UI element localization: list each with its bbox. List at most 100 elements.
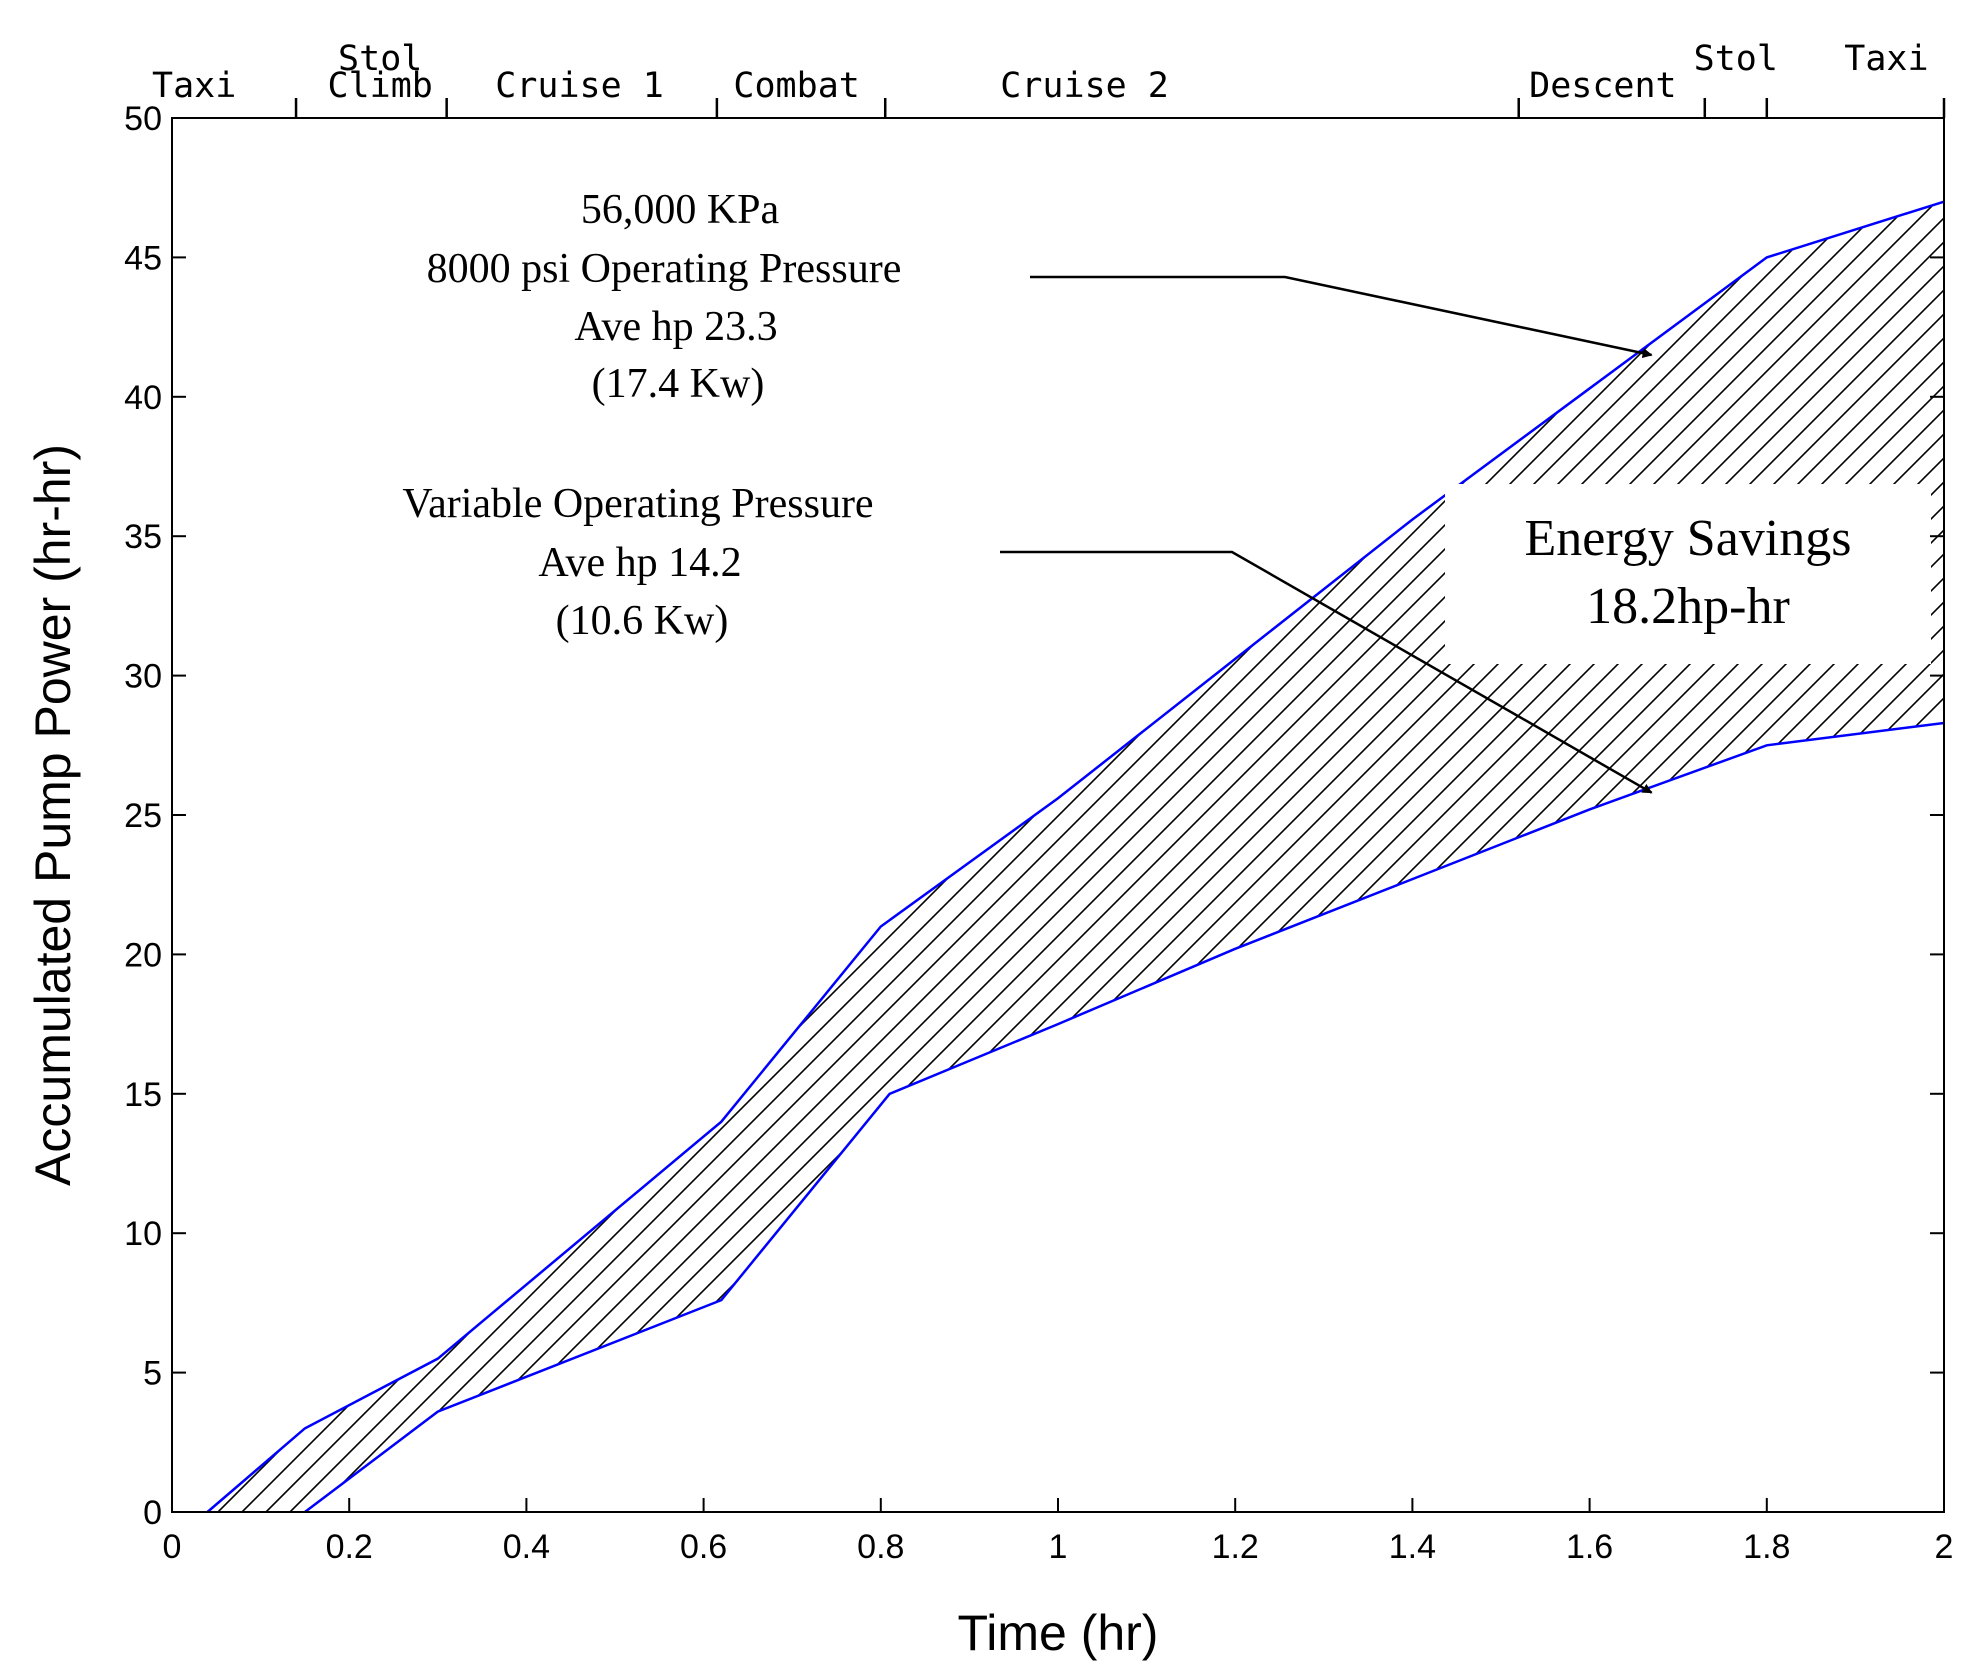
- variable-annotation-line1: Variable Operating Pressure: [402, 481, 873, 527]
- hatch-line: [577, 201, 1945, 1512]
- hatch-line: [361, 201, 1757, 1512]
- y-tick-label: 20: [124, 936, 162, 974]
- y-tick-label: 30: [124, 658, 162, 696]
- hatch-line: [1753, 201, 1945, 1512]
- hatch-line: [721, 201, 1945, 1512]
- x-axis-ticks: 0 0.2 0.4 0.6 0.8 1 1.2 1.4 1.6 1.8 2: [163, 1498, 1954, 1566]
- hatch-line: [769, 201, 1945, 1512]
- hatch-line: [1009, 201, 1945, 1512]
- hatch-line: [207, 201, 581, 1512]
- hatch-line: [1561, 201, 1945, 1512]
- variable-annotation-line2: Ave hp 14.2: [538, 540, 741, 586]
- constant-annotation-line1: 56,000 KPa: [581, 187, 780, 233]
- y-tick-label: 0: [143, 1494, 162, 1532]
- hatch-line: [1105, 201, 1945, 1512]
- x-axis-title: Time (hr): [958, 1605, 1159, 1661]
- hatch-line: [1946, 118, 1988, 1512]
- x-tick-label: 2: [1935, 1528, 1954, 1566]
- hatch-line: [207, 201, 605, 1512]
- x-tick-label: 1.8: [1743, 1528, 1790, 1566]
- hatch-line: [793, 201, 1945, 1512]
- phase-boundary-ticks: [294, 98, 1946, 118]
- x-tick-label: 0.8: [857, 1528, 904, 1566]
- series-lines: [206, 200, 1945, 1513]
- hatch-line: [1249, 201, 1945, 1512]
- hatch-line: [1465, 201, 1945, 1512]
- savings-label-line1: Energy Savings: [1525, 510, 1852, 567]
- phase-label-stol: Stol: [1694, 39, 1778, 79]
- y-tick-label: 15: [124, 1076, 162, 1114]
- constant-annotation-line2: 8000 psi Operating Pressure: [427, 246, 902, 292]
- variable-annotation-arrow: [1000, 550, 1653, 794]
- hatch-line: [985, 201, 1945, 1512]
- y-tick-label: 5: [143, 1355, 162, 1393]
- y-tick-label: 40: [124, 379, 162, 417]
- hatch-line: [1970, 118, 1988, 1512]
- phase-label-taxi: Taxi: [152, 66, 236, 106]
- hatch-line: [217, 201, 1613, 1512]
- hatch-line: [207, 201, 1517, 1512]
- energy-savings-box: [1445, 484, 1931, 664]
- constant-annotation-line4: (17.4 Kw): [592, 361, 765, 407]
- x-tick-label: 0.6: [680, 1528, 727, 1566]
- hatch-line: [1321, 201, 1945, 1512]
- hatch-line: [313, 201, 1709, 1512]
- hatch-line: [207, 201, 1493, 1512]
- hatch-line: [1225, 201, 1945, 1512]
- hatch-line: [207, 201, 1589, 1512]
- hatch-line: [207, 201, 557, 1512]
- hatch-line: [1513, 201, 1945, 1512]
- phase-label-combat: Combat: [733, 66, 859, 106]
- hatch-line: [1273, 201, 1945, 1512]
- series-line-variable-pressure: [304, 721, 1945, 1513]
- series-line-constant-pressure: [206, 200, 1945, 1513]
- phase-label-stol: Stol: [338, 39, 422, 79]
- hatch-line: [207, 201, 629, 1512]
- hatch-line: [697, 201, 1945, 1512]
- phase-label-descent: Descent: [1529, 66, 1677, 106]
- hatch-line: [1153, 201, 1945, 1512]
- hatch-line: [265, 201, 1661, 1512]
- x-tick-label: 1: [1049, 1528, 1068, 1566]
- phase-label-taxi: Taxi: [1844, 39, 1928, 79]
- variable-annotation-line3: (10.6 Kw): [556, 598, 729, 644]
- y-tick-label: 25: [124, 797, 162, 835]
- x-tick-label: 1.4: [1389, 1528, 1436, 1566]
- hatch-line: [841, 201, 1945, 1512]
- constant-annotation-line3: Ave hp 23.3: [574, 304, 777, 350]
- savings-label-line2: 18.2hp-hr: [1586, 578, 1790, 635]
- y-tick-label: 45: [124, 239, 162, 277]
- y-axis-title: Accumulated Pump Power (hr-hr): [25, 444, 81, 1186]
- hatch-line: [1849, 201, 1945, 1512]
- hatch-line: [1801, 201, 1945, 1512]
- hatch-line: [1297, 201, 1945, 1512]
- x-tick-label: 0: [163, 1528, 182, 1566]
- hatch-line: [1201, 201, 1945, 1512]
- hatch-line: [207, 201, 1085, 1512]
- hatch-line: [1369, 201, 1945, 1512]
- hatch-line: [207, 201, 653, 1512]
- hatch-line: [745, 201, 1945, 1512]
- y-tick-label: 50: [124, 100, 162, 138]
- phase-label-cruise-2: Cruise 2: [1000, 66, 1169, 106]
- hatch-line: [241, 201, 1637, 1512]
- x-tick-label: 0.2: [326, 1528, 373, 1566]
- y-axis-ticks: 0 5 10 15 20 25 30 35 40 45 50: [124, 100, 1944, 1532]
- hatch-line: [1705, 201, 1945, 1512]
- hatch-line: [937, 201, 1945, 1512]
- hatch-line: [207, 201, 1109, 1512]
- hatch-line: [289, 201, 1685, 1512]
- phase-label-climb: Climb: [328, 66, 433, 106]
- hatch-line: [1417, 201, 1945, 1512]
- hatch-line: [889, 201, 1945, 1512]
- hatch-line: [601, 201, 1945, 1512]
- x-tick-label: 1.2: [1212, 1528, 1259, 1566]
- x-tick-label: 1.6: [1566, 1528, 1613, 1566]
- x-tick-label: 0.4: [503, 1528, 550, 1566]
- hatch-line: [207, 201, 1541, 1512]
- hatch-line: [913, 201, 1945, 1512]
- hatch-line: [1081, 201, 1945, 1512]
- hatch-line: [817, 201, 1945, 1512]
